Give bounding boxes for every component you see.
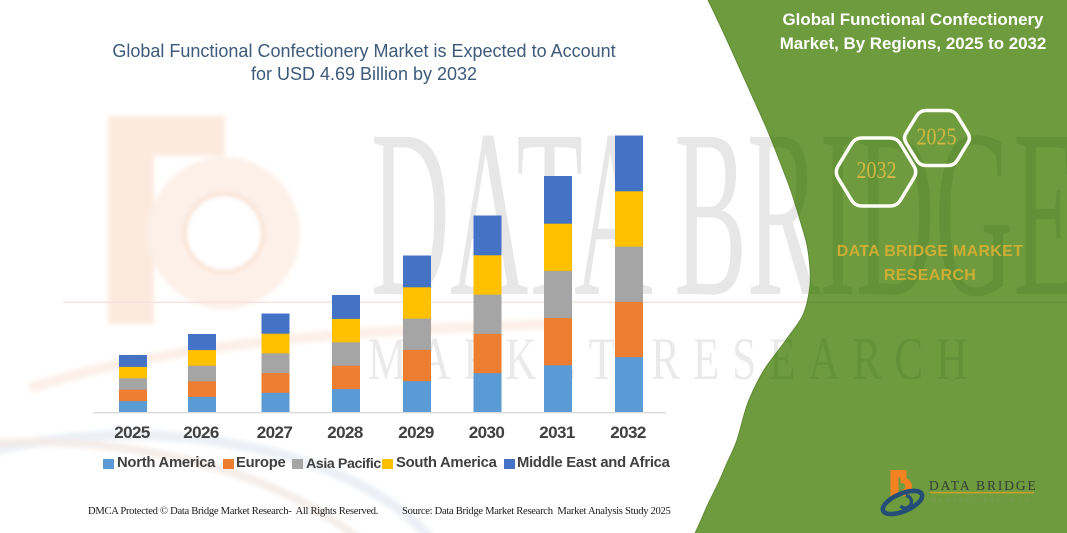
svg-text:DATA BRIDGE: DATA BRIDGE <box>929 478 1038 493</box>
svg-text:DATA BRIDGE: DATA BRIDGE <box>371 80 1067 346</box>
svg-text:MARKET RESEARCH: MARKET RESEARCH <box>930 496 1032 505</box>
svg-text:2025: 2025 <box>917 125 957 151</box>
svg-text:MARKET RESEARCH: MARKET RESEARCH <box>368 326 980 393</box>
svg-text:2032: 2032 <box>857 158 897 184</box>
